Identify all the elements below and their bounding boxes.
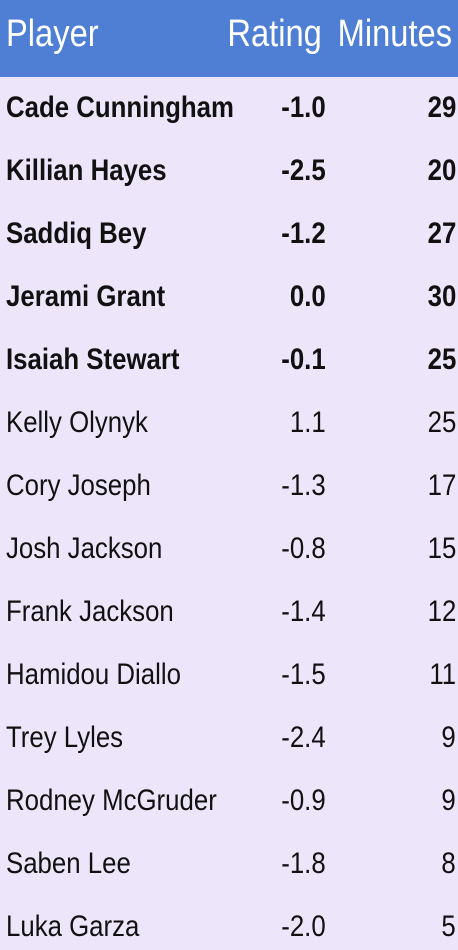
minutes-cell: 20 (427, 154, 456, 187)
table-row: Trey Lyles -2.4 9 (0, 707, 458, 770)
minutes-cell: 27 (427, 217, 456, 250)
table-row: Killian Hayes -2.5 20 (0, 140, 458, 203)
player-name-cell: Saddiq Bey (6, 217, 147, 250)
player-name-cell: Trey Lyles (6, 721, 124, 754)
player-name-cell: Jerami Grant (6, 280, 166, 313)
table-row: Cade Cunningham -1.0 29 (0, 77, 458, 140)
table-header: Player Rating Minutes (0, 0, 458, 77)
rating-cell: -1.2 (281, 217, 326, 250)
minutes-cell: 5 (441, 910, 456, 943)
rating-cell: -0.9 (281, 784, 326, 817)
player-name-cell: Rodney McGruder (6, 784, 217, 817)
table-row: Rodney McGruder -0.9 9 (0, 770, 458, 833)
table-row: Luka Garza -2.0 5 (0, 896, 458, 950)
rating-cell: -2.5 (281, 154, 326, 187)
table-row: Saddiq Bey -1.2 27 (0, 203, 458, 266)
table-row: Kelly Olynyk 1.1 25 (0, 392, 458, 455)
player-name-cell: Josh Jackson (6, 532, 163, 565)
table-row: Josh Jackson -0.8 15 (0, 518, 458, 581)
column-header-minutes: Minutes (337, 13, 452, 55)
table-row: Isaiah Stewart -0.1 25 (0, 329, 458, 392)
column-header-rating: Rating (227, 13, 322, 55)
minutes-cell: 11 (429, 658, 456, 691)
rating-cell: -1.5 (281, 658, 326, 691)
player-name-cell: Luka Garza (6, 910, 140, 943)
rating-cell: -1.3 (281, 469, 326, 502)
minutes-cell: 9 (441, 784, 456, 817)
player-name-cell: Killian Hayes (6, 154, 167, 187)
table-row: Hamidou Diallo -1.5 11 (0, 644, 458, 707)
rating-cell: -1.0 (281, 91, 326, 124)
minutes-cell: 17 (427, 469, 456, 502)
rating-cell: 0.0 (290, 280, 326, 313)
table-row: Jerami Grant 0.0 30 (0, 266, 458, 329)
player-name-cell: Kelly Olynyk (6, 406, 148, 439)
player-name-cell: Cade Cunningham (6, 91, 234, 124)
player-name-cell: Hamidou Diallo (6, 658, 181, 691)
rating-cell: -0.8 (281, 532, 326, 565)
rating-cell: -1.8 (281, 847, 326, 880)
rating-cell: -2.4 (281, 721, 326, 754)
minutes-cell: 25 (427, 343, 456, 376)
minutes-cell: 29 (427, 91, 456, 124)
rating-cell: -0.1 (281, 343, 326, 376)
minutes-cell: 9 (441, 721, 456, 754)
player-name-cell: Cory Joseph (6, 469, 151, 502)
table-row: Frank Jackson -1.4 12 (0, 581, 458, 644)
player-name-cell: Frank Jackson (6, 595, 174, 628)
table-row: Saben Lee -1.8 8 (0, 833, 458, 896)
rating-cell: 1.1 (290, 406, 326, 439)
minutes-cell: 30 (427, 280, 456, 313)
player-name-cell: Isaiah Stewart (6, 343, 180, 376)
rating-cell: -2.0 (281, 910, 326, 943)
table-row: Cory Joseph -1.3 17 (0, 455, 458, 518)
rating-cell: -1.4 (281, 595, 326, 628)
minutes-cell: 8 (441, 847, 456, 880)
column-header-player: Player (6, 13, 99, 55)
minutes-cell: 12 (427, 595, 456, 628)
minutes-cell: 25 (427, 406, 456, 439)
minutes-cell: 15 (427, 532, 456, 565)
player-name-cell: Saben Lee (6, 847, 131, 880)
